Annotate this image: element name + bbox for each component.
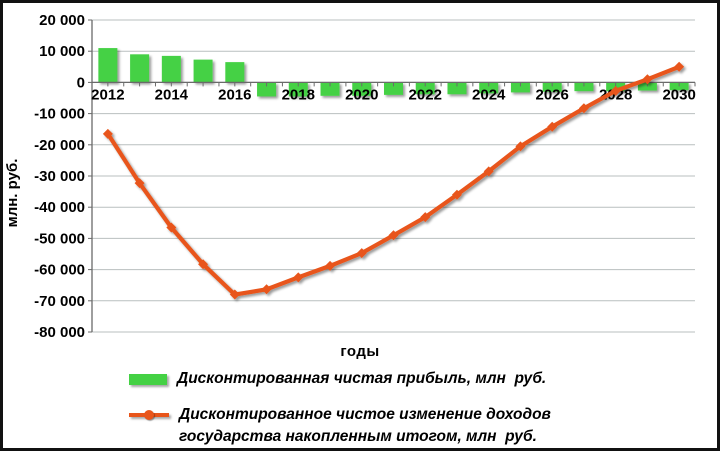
- line-point-2019: [325, 260, 336, 271]
- bar-2017: [257, 82, 277, 97]
- bar-2026: [542, 82, 562, 92]
- y-tick-label: 20 000: [39, 12, 85, 29]
- bar-series: [98, 48, 689, 97]
- line-point-2015: [198, 259, 209, 270]
- line-point-2020: [356, 248, 367, 259]
- x-tick-label: 2016: [218, 86, 251, 103]
- line-point-2024: [483, 166, 494, 177]
- line-point-2017: [261, 284, 272, 295]
- x-tick-label: 2024: [472, 86, 506, 103]
- line-point-2022: [420, 212, 431, 223]
- line-path: [105, 64, 682, 297]
- line-point-2012: [102, 128, 113, 139]
- bar-2021: [384, 82, 403, 95]
- bar-2012: [98, 48, 118, 83]
- bar-2020: [352, 82, 372, 96]
- y-tick-label: -70 000: [34, 293, 85, 310]
- bar-2022: [415, 82, 435, 95]
- y-tick-label: -40 000: [34, 199, 85, 216]
- legend-line-label: Дисконтированное чистое изменение доходо…: [179, 406, 551, 445]
- y-tick-label: -30 000: [34, 168, 85, 185]
- line-point-2028: [610, 85, 621, 96]
- legend-item-bars: Дисконтированная чистая прибыль, млн руб…: [129, 368, 717, 390]
- y-tick-label: -80 000: [34, 324, 85, 341]
- x-tick-label: 2022: [409, 86, 442, 103]
- legend-item-line: Дисконтированное чистое изменение доходо…: [129, 404, 717, 448]
- legend-bar-swatch-icon: [129, 373, 167, 385]
- line-point-2023: [451, 189, 462, 200]
- line-point-2014: [166, 222, 177, 233]
- y-tick-label: -10 000: [34, 106, 85, 123]
- bar-2016: [225, 62, 245, 83]
- y-tick-label: -50 000: [34, 230, 85, 247]
- y-axis-title: млн. руб.: [4, 159, 21, 228]
- line-series: [102, 61, 685, 300]
- x-tick-label: 2014: [155, 86, 189, 103]
- legend-line-marker-icon: [129, 410, 169, 420]
- line-point-2029: [642, 74, 653, 85]
- legend-bar-label: Дисконтированная чистая прибыль, млн руб…: [177, 370, 547, 387]
- line-point-2013: [134, 178, 145, 189]
- y-tick-labels: 20 000 10 000 0 -10 000 -20 000 -30 000 -40 00…: [34, 12, 85, 341]
- line-point-2026: [547, 121, 558, 132]
- line-point-2027: [578, 103, 589, 114]
- chart-plot-area: 20 000 10 000 0 -10 000 -20 000 -30 000 -40 00…: [4, 12, 696, 341]
- bar-2019: [320, 82, 340, 96]
- bar-2013: [130, 54, 150, 83]
- y-tick-label: 0: [77, 74, 85, 91]
- legend: Дисконтированная чистая прибыль, млн руб…: [129, 368, 717, 448]
- x-axis-title: годы: [340, 343, 380, 360]
- bar-2014: [161, 55, 181, 83]
- line-point-2025: [515, 141, 526, 152]
- line-point-2021: [388, 230, 399, 241]
- bar-2029: [637, 82, 657, 91]
- bar-2018: [288, 82, 308, 97]
- line-point-2018: [293, 272, 304, 283]
- line-point-2016: [229, 289, 240, 300]
- bar-2025: [510, 82, 530, 93]
- x-tick-labels: 2012201420162018202020222024202620282030: [91, 86, 696, 103]
- x-tick-label: 2026: [535, 86, 568, 103]
- bar-2024: [479, 82, 499, 94]
- x-tick-label: 2020: [345, 86, 378, 103]
- bar-2027: [574, 82, 594, 92]
- legend-line-dot-icon: [144, 410, 154, 420]
- y-tick-label: 10 000: [39, 43, 85, 60]
- x-tick-label: 2018: [282, 86, 315, 103]
- gridlines: [92, 19, 695, 333]
- bar-2015: [193, 59, 213, 83]
- bar-2023: [447, 82, 467, 95]
- y-tick-label: -60 000: [34, 262, 85, 279]
- x-tick-label: 2012: [91, 86, 124, 103]
- y-tick-label: -20 000: [34, 137, 85, 154]
- x-tick-label: 2030: [662, 86, 695, 103]
- line-point-2030: [674, 61, 685, 72]
